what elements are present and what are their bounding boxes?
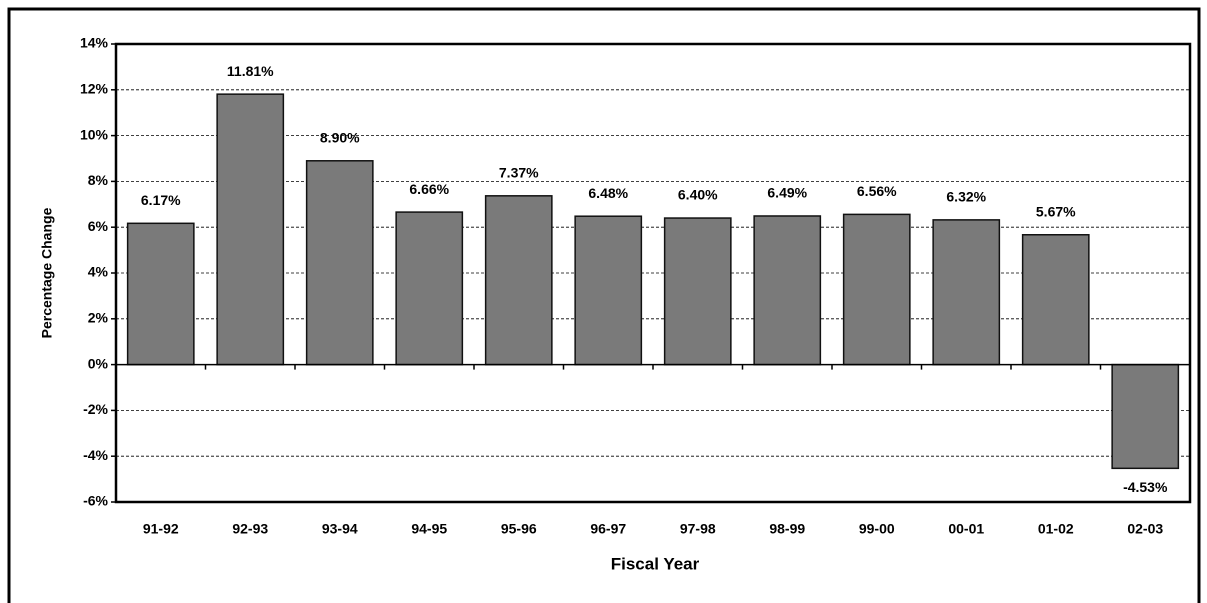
y-axis-title: Percentage Change [39,207,55,338]
x-tick-label: 01-02 [1038,521,1074,537]
data-label: 6.17% [141,192,181,208]
data-label: 6.32% [946,189,986,205]
y-tick-label: -4% [83,447,108,463]
bar [216,93,285,366]
frame [7,7,1201,603]
x-tick-label: 96-97 [590,521,626,537]
bar [574,215,643,366]
data-label: 6.40% [678,187,718,203]
y-tick-label: 14% [80,35,109,51]
y-tick-label: 8% [88,172,109,188]
bar [1021,234,1090,366]
data-label: 11.81% [227,63,274,79]
x-tick-label: 95-96 [501,521,537,537]
data-label: 6.48% [588,185,628,201]
y-tick-label: -6% [83,493,108,509]
data-label: -4.53% [1123,479,1168,495]
bar [842,213,911,366]
bar [663,217,732,366]
x-tick-label: 94-95 [411,521,447,537]
bar [1111,363,1180,470]
plot-border [114,42,1192,504]
data-label: 6.56% [857,183,897,199]
x-tick-label: 99-00 [859,521,895,537]
y-tick-label: 4% [88,264,109,280]
y-tick-label: 6% [88,218,109,234]
data-label: 5.67% [1036,203,1076,219]
bar [395,211,464,366]
data-label: 6.66% [409,181,449,197]
x-tick-label: 93-94 [322,521,358,537]
x-tick-label: 98-99 [769,521,805,537]
x-tick-label: 92-93 [232,521,268,537]
x-tick-label: 00-01 [948,521,984,537]
x-tick-label: 91-92 [143,521,179,537]
y-tick-label: 10% [80,126,109,142]
bar [753,215,822,366]
y-tick-label: 12% [80,81,109,97]
y-tick-label: 2% [88,310,109,326]
x-axis-title: Fiscal Year [611,554,700,573]
y-tick-label: -2% [83,401,108,417]
data-label: 7.37% [499,165,539,181]
bar [932,219,1001,366]
bar [305,160,374,366]
data-label: 6.49% [767,185,807,201]
bar [126,222,195,366]
data-label: 8.90% [320,129,360,145]
x-tick-label: 02-03 [1127,521,1163,537]
x-tick-label: 97-98 [680,521,716,537]
y-tick-label: 0% [88,355,109,371]
bar [484,195,553,366]
